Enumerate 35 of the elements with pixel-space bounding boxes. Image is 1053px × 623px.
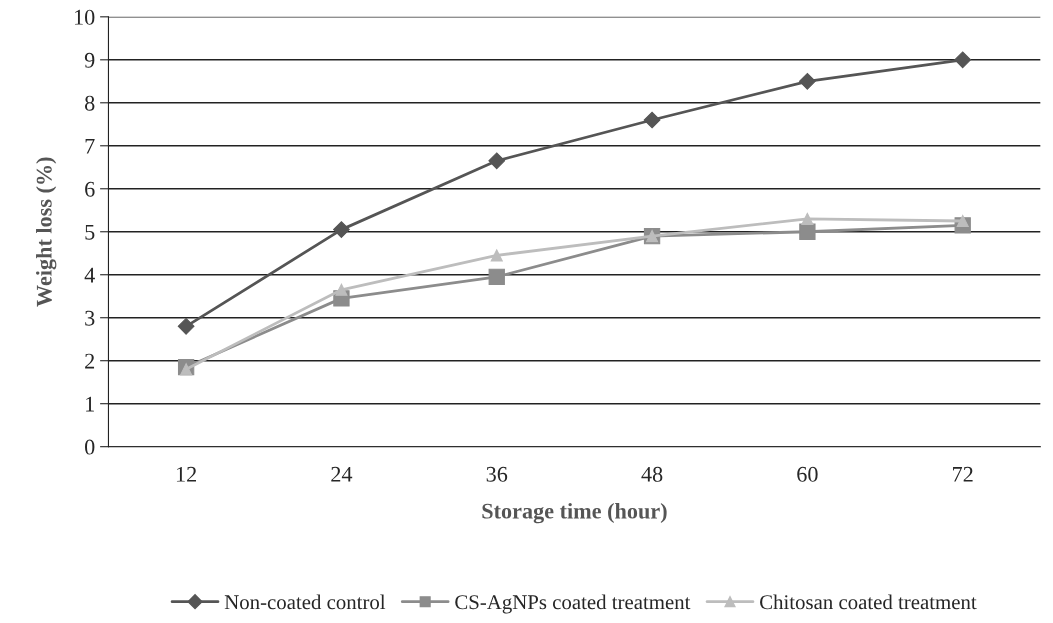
point [177,317,195,335]
point [956,214,969,228]
legend-label: Non-coated control [224,594,386,610]
y-tick-label: 7 [85,138,95,154]
y-tick-label: 2 [85,353,95,369]
y-tick-label: 4 [84,267,95,283]
y-tick-label: 8 [85,95,95,111]
point [799,223,816,240]
point [180,363,193,376]
y-tick-label: 3 [85,310,95,326]
x-tick-label: 48 [641,466,663,482]
point [801,212,814,225]
legend-label: CS-AgNPs coated treatment [455,594,691,614]
y-tick-label: 9 [84,52,95,68]
y-tick-label: 1 [86,396,94,412]
x-tick-label: 12 [176,466,196,482]
point [488,152,506,170]
x-tick-label: 24 [331,466,353,482]
point [799,72,816,90]
y-tick-label: 5 [85,224,95,240]
point [490,249,503,262]
point [335,283,348,296]
x-tick-label: 60 [797,466,818,482]
legend-label: Chitosan coated treatment [760,594,977,610]
x-tick-label: 72 [953,466,973,482]
point [643,111,661,129]
point [954,51,972,69]
point [333,221,350,238]
y-tick-label: 0 [85,439,95,455]
x-tick-label: 36 [486,466,508,482]
y-tick-label: 10 [75,9,95,25]
y-axis-title: Weight loss (%) [36,157,57,307]
y-tick-label: 6 [85,181,95,197]
x-axis-title: Storage time (hour) [482,502,667,524]
point [488,268,505,286]
